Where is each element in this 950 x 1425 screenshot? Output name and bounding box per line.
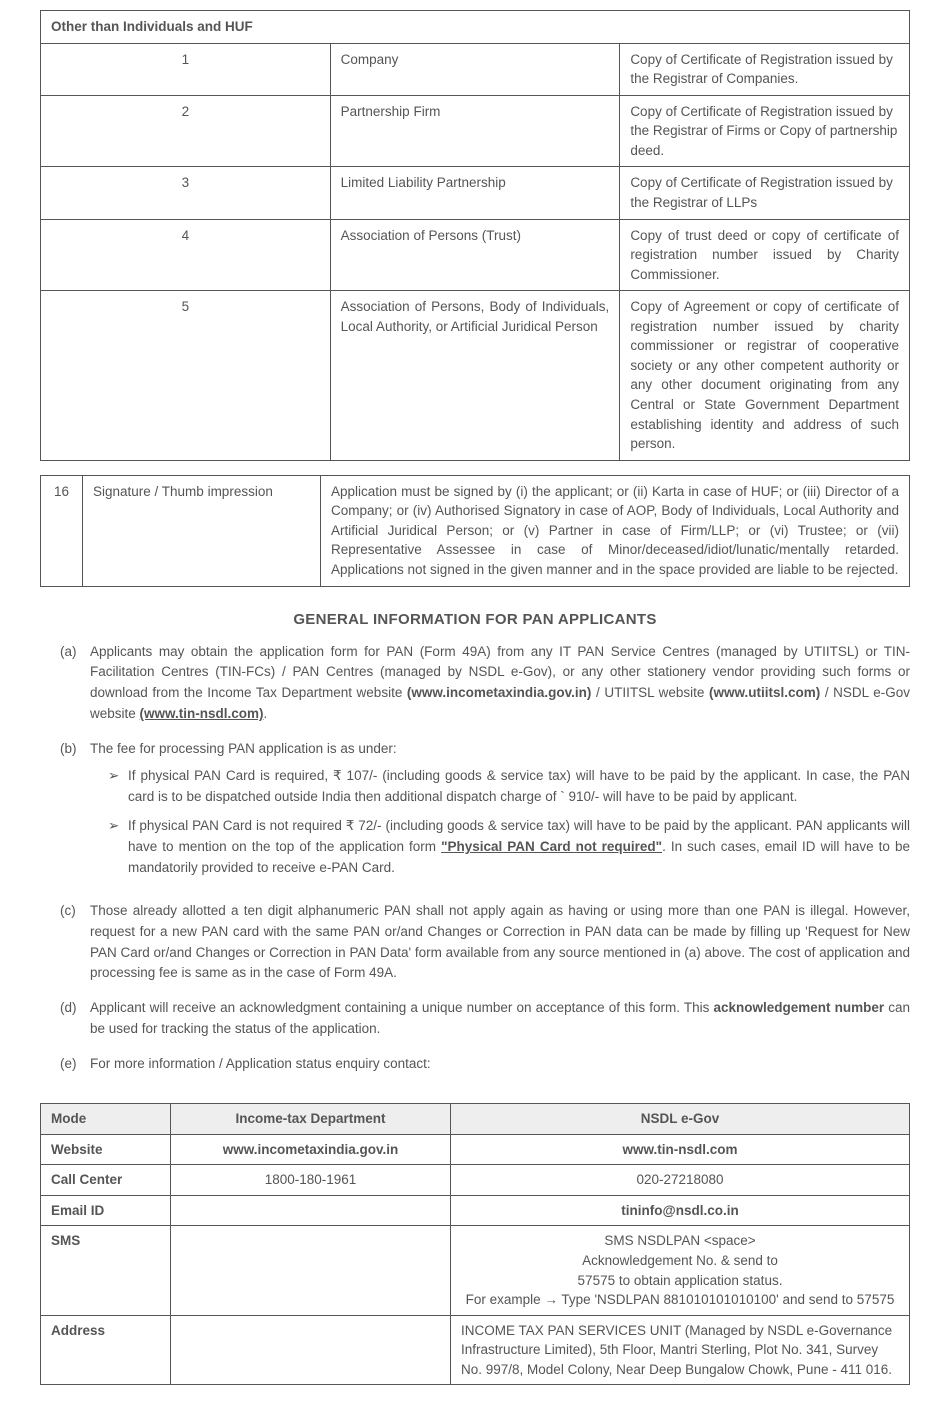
info-item-a: (a) Applicants may obtain the applicatio… bbox=[60, 642, 910, 726]
table-header: Other than Individuals and HUF bbox=[41, 11, 910, 44]
row-entity: Association of Persons (Trust) bbox=[330, 219, 620, 291]
contact-mode: Website bbox=[41, 1134, 171, 1165]
contact-mode: Email ID bbox=[41, 1195, 171, 1226]
contact-itd: www.incometaxindia.gov.in bbox=[171, 1134, 451, 1165]
row-entity: Partnership Firm bbox=[330, 95, 620, 167]
info-b2: ➢ If physical PAN Card is not required ₹… bbox=[108, 816, 910, 879]
info-a-post: . bbox=[264, 706, 268, 721]
info-item-e: (e) For more information / Application s… bbox=[60, 1054, 910, 1075]
contact-header-nsdl: NSDL e-Gov bbox=[451, 1104, 910, 1135]
row-doc: Copy of trust deed or copy of certificat… bbox=[620, 219, 910, 291]
contact-nsdl: SMS NSDLPAN <space>Acknowledgement No. &… bbox=[451, 1226, 910, 1315]
row-doc: Copy of Certificate of Registration issu… bbox=[620, 167, 910, 219]
signature-table: 16Signature / Thumb impressionApplicatio… bbox=[40, 475, 910, 587]
contact-row: Email ID tininfo@nsdl.co.in bbox=[41, 1195, 910, 1226]
info-b1: ➢ If physical PAN Card is required, ₹ 10… bbox=[108, 766, 910, 808]
info-item-b: (b) The fee for processing PAN applicati… bbox=[60, 739, 910, 887]
row-entity: Signature / Thumb impression bbox=[83, 475, 321, 586]
page-container: Other than Individuals and HUF 1CompanyC… bbox=[0, 0, 950, 1425]
row-doc: Copy of Certificate of Registration issu… bbox=[620, 43, 910, 95]
bullet-icon: ➢ bbox=[108, 766, 128, 808]
contact-nsdl: tininfo@nsdl.co.in bbox=[451, 1195, 910, 1226]
entity-docs-table: Other than Individuals and HUF 1CompanyC… bbox=[40, 10, 910, 461]
info-d-bold: acknowledgement number bbox=[713, 1000, 884, 1015]
table-header-row: Other than Individuals and HUF bbox=[41, 11, 910, 44]
table-row: 3Limited Liability PartnershipCopy of Ce… bbox=[41, 167, 910, 219]
contact-mode: Call Center bbox=[41, 1165, 171, 1196]
row-doc: Copy of Certificate of Registration issu… bbox=[620, 95, 910, 167]
info-a-link2: (www.utiitsl.com) bbox=[709, 685, 820, 700]
marker-d: (d) bbox=[60, 998, 90, 1040]
contact-header-row: Mode Income-tax Department NSDL e-Gov bbox=[41, 1104, 910, 1135]
info-a-mid1: / UTIITSL website bbox=[591, 685, 709, 700]
bullet-icon: ➢ bbox=[108, 816, 128, 879]
info-b2-bold: "Physical PAN Card not required" bbox=[441, 839, 662, 854]
contact-itd bbox=[171, 1195, 451, 1226]
contact-row: SMS SMS NSDLPAN <space>Acknowledgement No… bbox=[41, 1226, 910, 1315]
contact-nsdl: www.tin-nsdl.com bbox=[451, 1134, 910, 1165]
info-item-c: (c) Those already allotted a ten digit a… bbox=[60, 901, 910, 985]
info-b-sublist: ➢ If physical PAN Card is required, ₹ 10… bbox=[90, 766, 910, 879]
section-heading: GENERAL INFORMATION FOR PAN APPLICANTS bbox=[40, 611, 910, 628]
row-num: 3 bbox=[41, 167, 331, 219]
marker-c: (c) bbox=[60, 901, 90, 985]
row-entity: Company bbox=[330, 43, 620, 95]
info-b1-text: If physical PAN Card is required, ₹ 107/… bbox=[128, 766, 910, 808]
contact-itd bbox=[171, 1315, 451, 1385]
info-a-link1: (www.incometaxindia.gov.in) bbox=[407, 685, 592, 700]
contact-nsdl: 020-27218080 bbox=[451, 1165, 910, 1196]
table-row: 5Association of Persons, Body of Individ… bbox=[41, 291, 910, 461]
row-num: 16 bbox=[41, 475, 83, 586]
row-doc: Copy of Agreement or copy of certificate… bbox=[620, 291, 910, 461]
info-a-link3: (www.tin-nsdl.com) bbox=[140, 706, 264, 721]
info-d-pre: Applicant will receive an acknowledgment… bbox=[90, 1000, 713, 1015]
contact-header-itd: Income-tax Department bbox=[171, 1104, 451, 1135]
table-row: 1CompanyCopy of Certificate of Registrat… bbox=[41, 43, 910, 95]
info-c-text: Those already allotted a ten digit alpha… bbox=[90, 901, 910, 985]
row-entity: Limited Liability Partnership bbox=[330, 167, 620, 219]
contact-mode: SMS bbox=[41, 1226, 171, 1315]
info-b-lead: The fee for processing PAN application i… bbox=[90, 741, 397, 756]
table-row: 16Signature / Thumb impressionApplicatio… bbox=[41, 475, 910, 586]
row-entity: Association of Persons, Body of Individu… bbox=[330, 291, 620, 461]
row-num: 1 bbox=[41, 43, 331, 95]
row-doc: Application must be signed by (i) the ap… bbox=[321, 475, 910, 586]
info-e-text: For more information / Application statu… bbox=[90, 1054, 910, 1075]
contact-header-mode: Mode bbox=[41, 1104, 171, 1135]
contact-table: Mode Income-tax Department NSDL e-Gov We… bbox=[40, 1103, 910, 1385]
marker-a: (a) bbox=[60, 642, 90, 726]
contact-row: Call Center1800-180-1961020-27218080 bbox=[41, 1165, 910, 1196]
contact-nsdl: INCOME TAX PAN SERVICES UNIT (Managed by… bbox=[451, 1315, 910, 1385]
contact-mode: Address bbox=[41, 1315, 171, 1385]
info-list: (a) Applicants may obtain the applicatio… bbox=[40, 642, 910, 1076]
info-item-d: (d) Applicant will receive an acknowledg… bbox=[60, 998, 910, 1040]
row-num: 5 bbox=[41, 291, 331, 461]
table-row: 2Partnership FirmCopy of Certificate of … bbox=[41, 95, 910, 167]
contact-itd bbox=[171, 1226, 451, 1315]
contact-row: Address INCOME TAX PAN SERVICES UNIT (Man… bbox=[41, 1315, 910, 1385]
table-row: 4Association of Persons (Trust)Copy of t… bbox=[41, 219, 910, 291]
contact-itd: 1800-180-1961 bbox=[171, 1165, 451, 1196]
row-num: 2 bbox=[41, 95, 331, 167]
row-num: 4 bbox=[41, 219, 331, 291]
marker-e: (e) bbox=[60, 1054, 90, 1075]
marker-b: (b) bbox=[60, 739, 90, 887]
contact-row: Websitewww.incometaxindia.gov.inwww.tin-… bbox=[41, 1134, 910, 1165]
